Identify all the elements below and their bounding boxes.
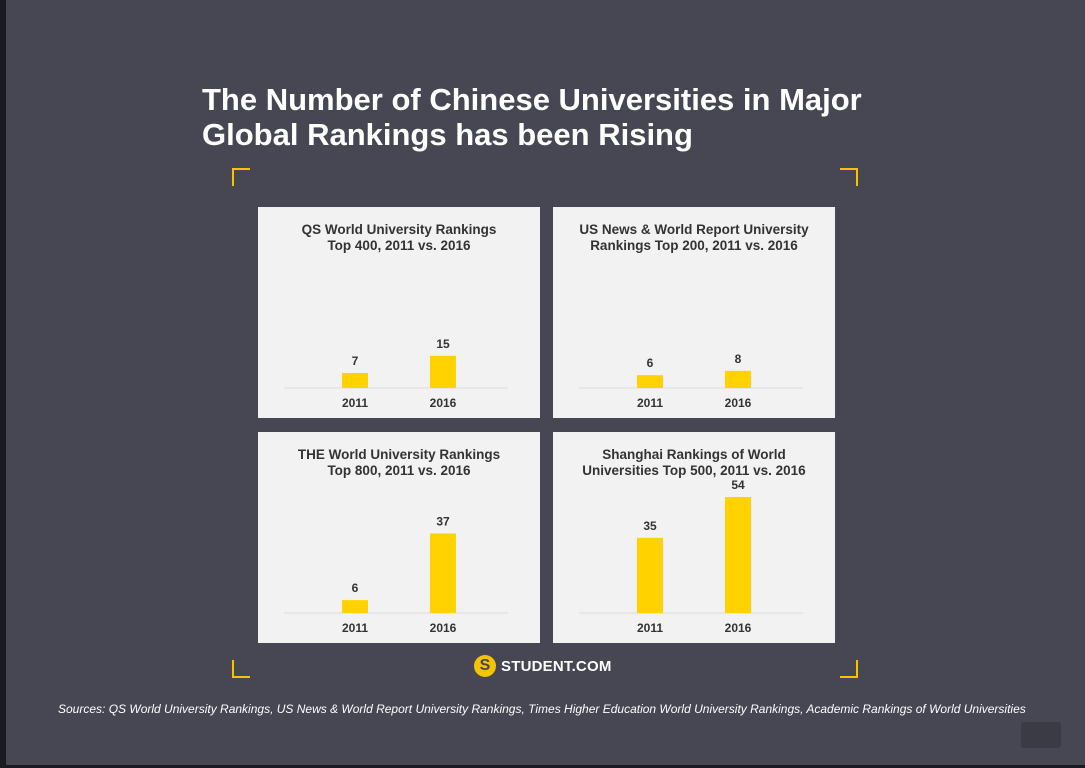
data-label-2011: 35 xyxy=(643,519,657,533)
slide: The Number of Chinese Universities in Ma… xyxy=(6,0,1085,765)
corner-mark-bottom-left xyxy=(232,660,250,678)
x-tick-label-2011: 2011 xyxy=(637,396,663,410)
x-tick-label-2016: 2016 xyxy=(430,621,457,635)
chart-panel-shanghai: Shanghai Rankings of World Universities … xyxy=(553,432,835,643)
data-label-2016: 15 xyxy=(436,337,450,351)
x-tick-label-2011: 2011 xyxy=(637,621,663,635)
chart-title-line-2: Rankings Top 200, 2011 vs. 2016 xyxy=(590,238,798,253)
corner-mark-top-right xyxy=(840,168,858,186)
chart-title: QS World University Rankings Top 400, 20… xyxy=(258,222,540,254)
logo-s-icon: S xyxy=(474,655,496,677)
chart-title-line-1: QS World University Rankings xyxy=(301,222,497,237)
bar-2016 xyxy=(430,533,456,613)
bar-2011 xyxy=(342,372,368,388)
corner-mark-bottom-right xyxy=(840,660,858,678)
chart-title-line-1: US News & World Report University xyxy=(579,222,809,237)
data-label-2016: 37 xyxy=(436,515,450,529)
bar-2016 xyxy=(430,355,456,388)
x-tick-label-2016: 2016 xyxy=(430,396,457,410)
data-label-2016: 8 xyxy=(735,352,742,366)
corner-widget xyxy=(1021,722,1061,748)
logo-text: STUDENT.COM xyxy=(501,657,612,675)
data-label-2011: 6 xyxy=(352,581,359,595)
x-tick-label-2016: 2016 xyxy=(725,621,752,635)
chart-plot-shanghai: 35 2011 54 2016 xyxy=(579,478,803,635)
bar-2011 xyxy=(637,537,663,613)
chart-plot-qs: 7 2011 15 2016 xyxy=(284,337,508,410)
sources-note: Sources: QS World University Rankings, U… xyxy=(58,702,1026,716)
x-tick-label-2011: 2011 xyxy=(342,396,368,410)
chart-title-line-1: THE World University Rankings xyxy=(297,447,501,462)
bar-2011 xyxy=(342,600,368,613)
x-tick-label-2016: 2016 xyxy=(725,396,752,410)
chart-plot-usnews: 6 2011 8 2016 xyxy=(579,352,803,410)
x-tick-label-2011: 2011 xyxy=(342,621,368,635)
data-label-2011: 7 xyxy=(352,354,359,368)
chart-title: Shanghai Rankings of World Universities … xyxy=(553,447,835,479)
chart-panel-qs: QS World University Rankings Top 400, 20… xyxy=(258,207,540,418)
chart-title-line-2: Top 800, 2011 vs. 2016 xyxy=(327,463,471,478)
corner-mark-top-left xyxy=(232,168,250,186)
chart-title-line-1: Shanghai Rankings of World xyxy=(602,447,786,462)
bar-2016 xyxy=(725,497,751,613)
chart-panel-the: THE World University Rankings Top 800, 2… xyxy=(258,432,540,643)
bar-2011 xyxy=(637,375,663,388)
data-label-2011: 6 xyxy=(647,356,654,370)
student-com-logo: S STUDENT.COM xyxy=(474,654,612,678)
bar-2016 xyxy=(725,370,751,388)
chart-panel-usnews: US News & World Report University Rankin… xyxy=(553,207,835,418)
slide-title: The Number of Chinese Universities in Ma… xyxy=(202,82,862,152)
chart-plot-the: 6 2011 37 2016 xyxy=(284,515,508,635)
chart-title-line-2: Universities Top 500, 2011 vs. 2016 xyxy=(582,463,806,478)
chart-title: THE World University Rankings Top 800, 2… xyxy=(258,447,540,479)
chart-title: US News & World Report University Rankin… xyxy=(553,222,835,254)
data-label-2016: 54 xyxy=(731,478,745,492)
chart-title-line-2: Top 400, 2011 vs. 2016 xyxy=(327,238,471,253)
